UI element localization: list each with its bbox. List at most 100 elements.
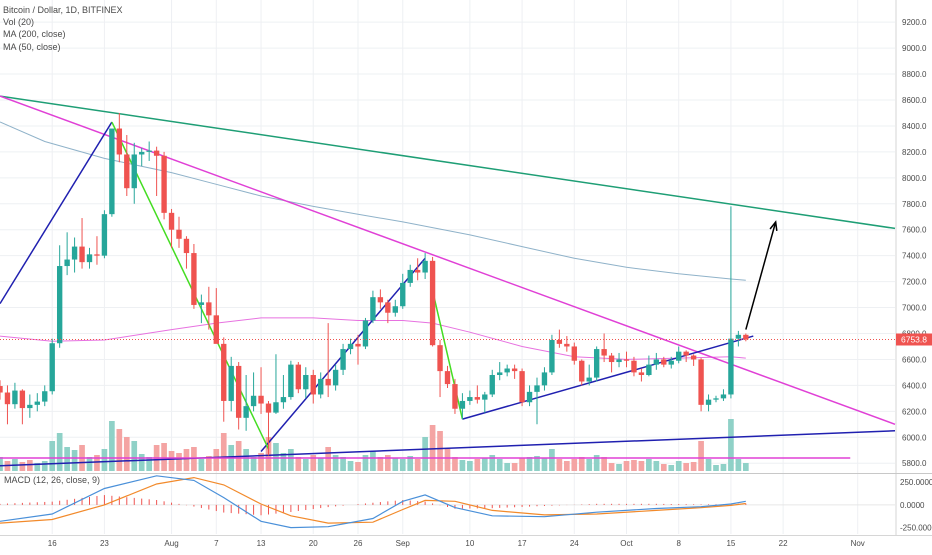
volume-bar bbox=[496, 459, 503, 471]
candle-body bbox=[340, 349, 346, 370]
volume-bar bbox=[205, 456, 212, 471]
volume-bars bbox=[0, 419, 749, 471]
candle-body bbox=[459, 400, 466, 409]
x-tick-label: 16 bbox=[48, 539, 57, 548]
candle-body bbox=[616, 359, 622, 363]
candle-body bbox=[526, 391, 533, 403]
x-tick-label: 10 bbox=[465, 539, 474, 548]
volume-bar bbox=[116, 429, 123, 471]
volume-bar bbox=[26, 460, 33, 471]
candle-body bbox=[12, 390, 18, 405]
volume-bar bbox=[452, 457, 458, 471]
volume-bar bbox=[414, 459, 421, 471]
candle-body bbox=[42, 391, 48, 402]
candle-body bbox=[519, 371, 525, 403]
volume-bar bbox=[631, 460, 637, 471]
candle-body bbox=[608, 355, 615, 363]
candle-body bbox=[131, 154, 137, 189]
candle-body bbox=[452, 384, 458, 409]
y-tick-label: 8600.0 bbox=[902, 96, 927, 105]
macd-signal-line bbox=[0, 476, 746, 524]
x-tick-label: 8 bbox=[676, 539, 681, 548]
candle-body bbox=[668, 360, 674, 365]
x-tick-label: Nov bbox=[851, 539, 865, 548]
volume-bar bbox=[713, 465, 719, 471]
volume-bar bbox=[295, 457, 302, 471]
candle-body bbox=[511, 368, 518, 372]
volume-bar bbox=[429, 425, 436, 471]
trendline bbox=[0, 430, 896, 467]
candle-body bbox=[653, 359, 660, 365]
indicator-ma50[interactable]: MA (50, close) bbox=[3, 41, 61, 52]
volume-bar bbox=[347, 461, 354, 471]
ma200-line bbox=[0, 121, 746, 281]
candle-body bbox=[579, 360, 585, 382]
macd-legend[interactable]: MACD (12, 26, close, 9) bbox=[4, 475, 101, 485]
candle-body bbox=[713, 398, 719, 400]
x-tick-label: 22 bbox=[779, 539, 788, 548]
volume-bar bbox=[467, 461, 473, 471]
candle-body bbox=[489, 375, 495, 395]
y-axis-background bbox=[896, 0, 932, 535]
candle-body bbox=[698, 359, 704, 405]
trendline bbox=[0, 121, 113, 305]
candle-body bbox=[429, 260, 436, 346]
volume-bar bbox=[19, 462, 26, 471]
candle-body bbox=[280, 397, 287, 403]
y-tick-label: 5800.0 bbox=[902, 459, 927, 468]
volume-bar bbox=[288, 449, 294, 471]
candle-body bbox=[139, 151, 145, 155]
symbol-title[interactable]: Bitcoin / Dollar, 1D, BITFINEX bbox=[3, 5, 123, 15]
macd-line bbox=[0, 475, 746, 529]
volume-bar bbox=[370, 451, 376, 471]
candle-body bbox=[94, 254, 100, 256]
y-tick-label: 8800.0 bbox=[902, 70, 927, 79]
candle-body bbox=[638, 372, 645, 376]
volume-bar bbox=[377, 457, 384, 471]
candle-body bbox=[601, 349, 607, 356]
candle-body bbox=[71, 246, 78, 260]
volume-bar bbox=[407, 456, 414, 471]
candle-body bbox=[146, 150, 152, 152]
candle-body bbox=[176, 229, 182, 239]
volume-bar bbox=[646, 459, 652, 471]
candle-body bbox=[497, 372, 503, 376]
volume-bar bbox=[728, 419, 734, 471]
x-tick-label: 26 bbox=[354, 539, 363, 548]
volume-bar bbox=[302, 459, 309, 471]
candle-body bbox=[332, 369, 339, 386]
candle-body bbox=[407, 269, 413, 283]
candle-body bbox=[86, 254, 93, 263]
volume-bar bbox=[675, 461, 682, 471]
candle-body bbox=[549, 339, 555, 373]
target-arrow bbox=[745, 221, 777, 330]
volume-bar bbox=[317, 458, 324, 471]
indicator-ma200[interactable]: MA (200, close) bbox=[3, 29, 66, 40]
volume-bar bbox=[571, 459, 578, 471]
y-tick-label: 7000.0 bbox=[902, 304, 927, 313]
candle-body bbox=[728, 338, 734, 395]
candle-body bbox=[124, 154, 130, 189]
candle-body bbox=[683, 351, 689, 356]
indicator-volume[interactable]: Vol (20) bbox=[3, 17, 35, 28]
macd-panel bbox=[0, 475, 895, 529]
candle-body bbox=[56, 266, 63, 344]
volume-bar bbox=[123, 437, 130, 471]
candle-body bbox=[295, 364, 302, 390]
volume-bar bbox=[213, 449, 220, 471]
candle-body bbox=[310, 375, 316, 395]
volume-bar bbox=[735, 459, 742, 471]
candle-body bbox=[534, 385, 540, 392]
x-tick-label: 23 bbox=[100, 539, 109, 548]
candle-body bbox=[228, 365, 234, 401]
candle-body bbox=[743, 334, 749, 340]
volume-bar bbox=[64, 447, 70, 471]
candle-body bbox=[414, 269, 421, 273]
volume-bar bbox=[444, 449, 451, 471]
volume-bar bbox=[138, 454, 145, 471]
macd-y-tick-label: 250.0000 bbox=[900, 478, 932, 487]
volume-bar bbox=[325, 447, 332, 471]
candle-body bbox=[661, 359, 667, 365]
